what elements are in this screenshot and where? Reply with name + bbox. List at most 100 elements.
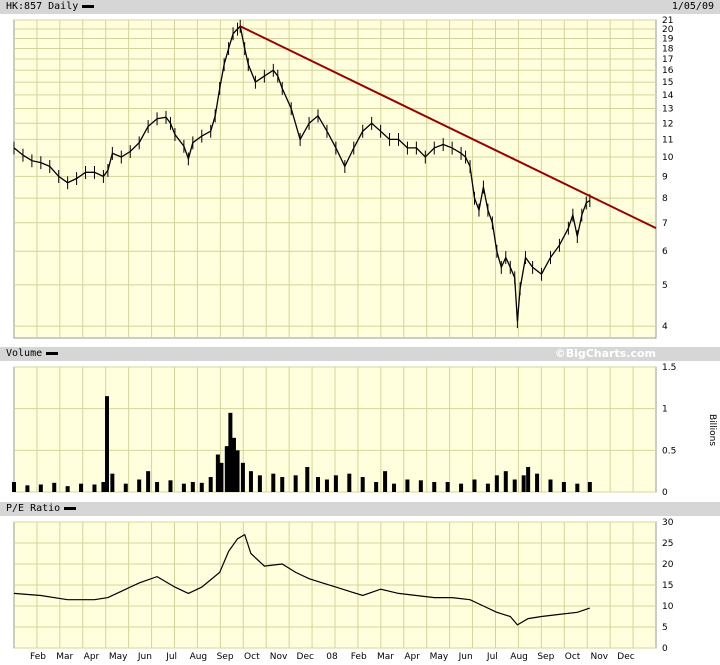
x-tick-label: Mar bbox=[377, 652, 394, 662]
price-y-tick-label: 13 bbox=[662, 105, 673, 115]
volume-bar bbox=[503, 471, 508, 492]
volume-bar bbox=[248, 471, 253, 492]
volume-bar bbox=[392, 483, 397, 492]
price-trendline bbox=[239, 25, 657, 230]
volume-bar bbox=[110, 473, 115, 492]
x-tick-label: Apr bbox=[84, 652, 100, 662]
symbol-label: HK:857 Daily bbox=[6, 0, 95, 14]
volume-bar bbox=[293, 475, 298, 492]
x-tick-label: Mar bbox=[56, 652, 73, 662]
volume-bar bbox=[181, 483, 186, 492]
price-y-tick-label: 4 bbox=[662, 322, 668, 332]
volume-bar bbox=[155, 482, 160, 492]
pe-panel-header: P/E Ratio bbox=[0, 502, 720, 516]
x-tick-label: Jun bbox=[458, 652, 473, 662]
x-tick-label: Jul bbox=[486, 652, 498, 662]
date-label: 1/05/09 bbox=[671, 1, 714, 12]
volume-bar bbox=[12, 482, 16, 492]
x-tick-label: Dec bbox=[617, 652, 634, 662]
price-y-tick-label: 15 bbox=[662, 78, 673, 88]
pe-y-tick-label: 15 bbox=[662, 581, 673, 591]
volume-bar bbox=[231, 437, 236, 492]
volume-bar bbox=[521, 475, 526, 492]
volume-bar bbox=[347, 473, 352, 492]
volume-bar bbox=[199, 482, 204, 492]
volume-bar bbox=[235, 450, 240, 492]
volume-bar bbox=[25, 485, 30, 492]
pe-y-tick-label: 30 bbox=[662, 518, 674, 528]
volume-bar bbox=[432, 482, 437, 492]
pe-y-tick-label: 5 bbox=[662, 623, 668, 633]
x-tick-label: Nov bbox=[270, 652, 288, 662]
volume-bar bbox=[257, 475, 262, 492]
volume-y-tick-label: 1 bbox=[662, 405, 668, 415]
pe-series-line bbox=[13, 533, 590, 626]
x-tick-label: Nov bbox=[590, 652, 608, 662]
volume-bar bbox=[305, 467, 310, 492]
volume-bar bbox=[459, 483, 464, 492]
x-tick-label: Jul bbox=[165, 652, 177, 662]
volume-bar bbox=[575, 483, 580, 492]
volume-bar bbox=[418, 480, 423, 492]
pe-y-tick-label: 0 bbox=[662, 644, 668, 654]
volume-bar bbox=[228, 412, 233, 492]
volume-bar bbox=[65, 486, 70, 492]
volume-bar bbox=[79, 483, 84, 492]
volume-y-tick-label: 0.5 bbox=[662, 446, 676, 456]
pe-y-tick-label: 25 bbox=[662, 539, 673, 549]
x-tick-label: Aug bbox=[510, 652, 528, 662]
volume-bar bbox=[535, 473, 540, 492]
x-tick-label: Aug bbox=[190, 652, 208, 662]
price-y-tick-label: 10 bbox=[662, 153, 674, 163]
volume-bar bbox=[360, 477, 365, 492]
volume-bar bbox=[561, 482, 566, 492]
price-y-tick-label: 19 bbox=[662, 34, 674, 44]
price-legend-swatch bbox=[82, 4, 95, 8]
pe-y-tick-label: 20 bbox=[662, 560, 674, 570]
price-y-tick-label: 9 bbox=[662, 172, 668, 182]
price-y-tick-label: 16 bbox=[662, 66, 674, 76]
volume-legend-swatch bbox=[46, 351, 59, 355]
x-tick-label: Feb bbox=[351, 652, 367, 662]
volume-bar bbox=[137, 479, 142, 492]
volume-y-tick-label: 1.5 bbox=[662, 363, 676, 373]
pe-legend-swatch bbox=[64, 506, 77, 510]
price-y-tick-label: 18 bbox=[662, 44, 674, 54]
volume-bar bbox=[587, 482, 592, 492]
price-y-tick-label: 5 bbox=[662, 281, 668, 291]
x-tick-label: Apr bbox=[404, 652, 420, 662]
x-tick-label: May bbox=[430, 652, 449, 662]
volume-bar bbox=[104, 396, 109, 492]
volume-bar bbox=[240, 462, 245, 492]
volume-bar bbox=[383, 471, 388, 492]
volume-bar bbox=[548, 479, 553, 492]
price-y-tick-label: 17 bbox=[662, 55, 673, 65]
volume-bar bbox=[316, 477, 321, 492]
volume-axis-label: Billions bbox=[707, 414, 717, 446]
volume-bar bbox=[208, 477, 213, 492]
price-y-tick-label: 8 bbox=[662, 194, 668, 204]
volume-bar bbox=[512, 479, 517, 492]
x-tick-label: Sep bbox=[537, 652, 554, 662]
volume-bar bbox=[485, 483, 490, 492]
volume-bar bbox=[101, 482, 106, 492]
volume-bar bbox=[219, 462, 224, 492]
price-y-tick-label: 7 bbox=[662, 219, 668, 229]
pe-label-wrap: P/E Ratio bbox=[6, 502, 77, 516]
x-tick-label: May bbox=[109, 652, 128, 662]
volume-bar bbox=[445, 482, 450, 492]
x-tick-label: Feb bbox=[30, 652, 46, 662]
x-tick-label: 08 bbox=[326, 652, 338, 662]
price-y-tick-label: 20 bbox=[662, 25, 674, 35]
volume-y-tick-label: 0 bbox=[662, 488, 668, 498]
price-y-tick-label: 21 bbox=[662, 16, 673, 26]
volume-label-wrap: Volume bbox=[6, 347, 59, 361]
volume-bar bbox=[526, 467, 531, 492]
volume-bar bbox=[224, 446, 229, 492]
volume-bar bbox=[123, 483, 128, 492]
x-tick-label: Dec bbox=[297, 652, 314, 662]
price-y-tick-label: 6 bbox=[662, 247, 668, 257]
volume-panel-header: Volume ©BigCharts.com bbox=[0, 347, 720, 361]
x-tick-label: Sep bbox=[217, 652, 234, 662]
